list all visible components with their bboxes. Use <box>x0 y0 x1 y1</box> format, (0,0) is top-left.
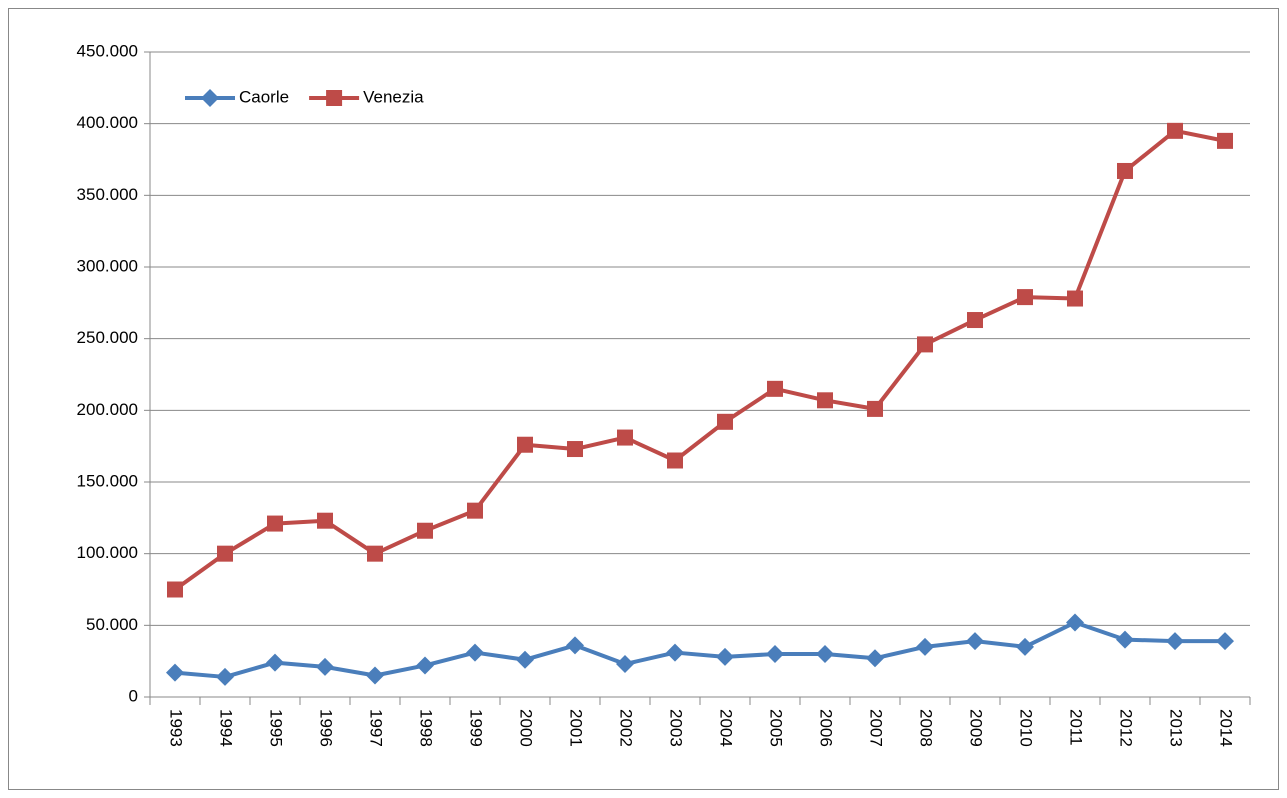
marker <box>566 636 584 655</box>
x-tick-label: 1997 <box>367 709 386 747</box>
x-tick-label: 2013 <box>1167 709 1186 747</box>
marker <box>567 441 583 458</box>
marker <box>767 380 783 397</box>
x-tick-label: 1996 <box>317 709 336 747</box>
series-line <box>173 128 1226 592</box>
y-tick-label: 50.000 <box>86 615 138 634</box>
marker <box>216 667 234 686</box>
y-tick-label: 400.000 <box>77 113 138 132</box>
x-tick-label: 2004 <box>717 709 736 747</box>
marker <box>516 650 534 669</box>
marker <box>1016 637 1034 656</box>
marker <box>166 663 184 682</box>
series-line <box>174 620 1225 679</box>
marker <box>466 643 484 662</box>
marker <box>1167 122 1183 139</box>
marker <box>717 413 733 430</box>
y-tick-label: 0 <box>129 686 138 705</box>
y-tick-label: 250.000 <box>77 328 138 347</box>
x-tick-label: 2007 <box>867 709 886 747</box>
marker <box>667 452 683 469</box>
x-tick-label: 2008 <box>917 709 936 747</box>
x-tick-label: 2001 <box>567 709 586 747</box>
marker <box>217 545 233 562</box>
marker <box>617 429 633 446</box>
x-tick-label: 1993 <box>167 709 186 747</box>
x-tick-label: 2003 <box>667 709 686 747</box>
x-tick-label: 2006 <box>817 709 836 747</box>
x-tick-label: 2012 <box>1117 709 1136 747</box>
x-tick-label: 2002 <box>617 709 636 747</box>
marker <box>917 336 933 353</box>
marker <box>417 522 433 539</box>
marker <box>766 645 784 663</box>
marker <box>666 643 684 662</box>
x-tick-label: 1999 <box>467 709 486 747</box>
marker <box>1067 290 1083 307</box>
marker <box>1017 289 1033 306</box>
marker <box>817 392 833 409</box>
chart-border <box>8 8 1279 790</box>
marker <box>317 512 333 529</box>
legend-label: Venezia <box>363 87 424 106</box>
x-tick-label: 2011 <box>1067 709 1086 746</box>
x-tick-label: 2000 <box>517 709 536 747</box>
marker <box>267 515 283 532</box>
marker <box>1216 632 1234 651</box>
x-tick-label: 1994 <box>217 709 236 747</box>
x-tick-label: 2010 <box>1017 709 1036 747</box>
marker <box>966 632 984 651</box>
y-tick-label: 450.000 <box>77 41 138 60</box>
y-tick-label: 300.000 <box>77 256 138 275</box>
marker <box>467 502 483 519</box>
y-tick-label: 350.000 <box>77 185 138 204</box>
marker <box>967 312 983 329</box>
marker <box>366 666 384 685</box>
marker <box>367 545 383 562</box>
x-tick-label: 2014 <box>1217 709 1236 747</box>
marker <box>167 581 183 598</box>
x-tick-label: 2005 <box>767 709 786 747</box>
marker <box>1166 632 1184 651</box>
marker <box>1117 162 1133 179</box>
marker <box>916 637 934 656</box>
legend-marker <box>326 90 343 106</box>
marker <box>1217 132 1233 149</box>
x-tick-label: 1995 <box>267 709 286 747</box>
marker <box>867 400 883 417</box>
marker <box>1116 630 1134 649</box>
marker <box>616 655 634 674</box>
y-tick-label: 100.000 <box>77 543 138 562</box>
x-tick-label: 2009 <box>967 709 986 747</box>
marker <box>517 436 533 453</box>
y-tick-label: 200.000 <box>77 400 138 419</box>
marker <box>716 647 734 666</box>
marker <box>316 657 334 676</box>
legend-label: Caorle <box>239 87 289 106</box>
legend-marker <box>201 89 219 107</box>
marker <box>866 649 884 668</box>
x-tick-label: 1998 <box>417 709 436 747</box>
marker <box>416 656 434 675</box>
y-tick-label: 150.000 <box>77 471 138 490</box>
marker <box>1066 613 1084 632</box>
marker <box>816 645 834 663</box>
marker <box>266 653 284 672</box>
